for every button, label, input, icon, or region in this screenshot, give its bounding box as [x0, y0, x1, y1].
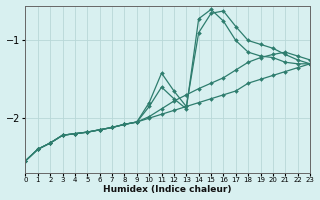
X-axis label: Humidex (Indice chaleur): Humidex (Indice chaleur) — [103, 185, 232, 194]
